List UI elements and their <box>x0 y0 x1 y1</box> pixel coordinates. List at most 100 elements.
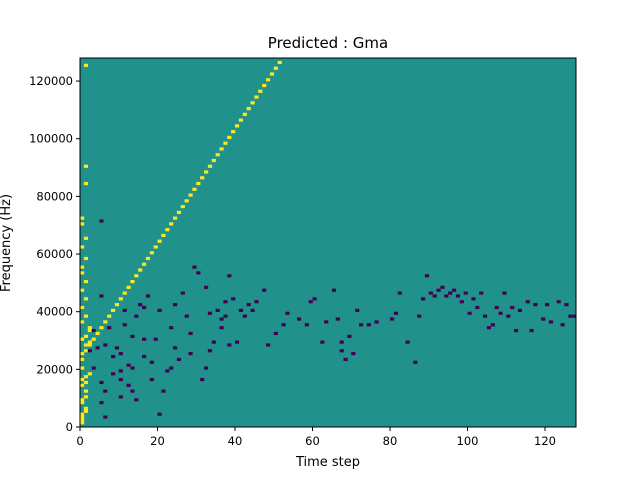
heatmap-cell <box>235 340 240 344</box>
heatmap-cell <box>180 291 185 295</box>
heatmap-cell <box>440 285 445 289</box>
heatmap-cell <box>83 297 89 301</box>
heatmap-cell <box>471 297 476 301</box>
heatmap-cell <box>130 366 135 370</box>
heatmap-cell <box>80 366 85 370</box>
heatmap-cell <box>153 337 158 341</box>
heatmap-cell <box>111 354 116 359</box>
heatmap-cell <box>219 147 224 151</box>
heatmap-cell <box>204 366 209 370</box>
heatmap-cell <box>463 291 468 295</box>
heatmap-cell <box>517 308 523 312</box>
y-tick-label: 80000 <box>36 189 73 203</box>
heatmap-cell <box>83 409 89 413</box>
heatmap-cell <box>99 326 104 330</box>
heatmap-cell <box>351 352 356 356</box>
heatmap-cell <box>393 311 399 315</box>
heatmap-cell <box>235 124 240 128</box>
heatmap-cell <box>169 222 174 226</box>
y-tick-label: 60000 <box>36 247 73 261</box>
heatmap-cell <box>176 357 182 361</box>
heatmap-cell <box>211 340 216 344</box>
heatmap-cell <box>80 357 85 361</box>
heatmap-cell <box>126 285 131 289</box>
heatmap-cell <box>320 340 325 344</box>
y-tick-label: 0 <box>66 420 73 434</box>
heatmap-cell <box>149 377 154 382</box>
heatmap-cell <box>506 314 511 318</box>
heatmap-cell <box>83 63 89 67</box>
heatmap-cell <box>227 343 232 347</box>
heatmap-cell <box>126 363 131 367</box>
heatmap-cell <box>103 343 108 347</box>
heatmap-cell <box>219 317 224 321</box>
heatmap-cell <box>432 294 437 298</box>
heatmap-cell <box>200 176 205 180</box>
heatmap-cell <box>87 343 92 347</box>
y-axis-label: Frequency (Hz) <box>0 194 14 292</box>
heatmap-cell <box>238 308 244 312</box>
heatmap-cell <box>83 314 89 318</box>
heatmap-cell <box>87 328 92 333</box>
heatmap-cell <box>80 377 85 382</box>
heatmap-cell <box>196 271 201 275</box>
heatmap-cell <box>134 398 139 402</box>
heatmap-cell <box>545 303 550 307</box>
heatmap-cell <box>80 415 85 419</box>
heatmap-cell <box>83 256 89 261</box>
heatmap-cell <box>188 193 193 197</box>
heatmap-cell <box>324 320 329 324</box>
heatmap-cell <box>572 314 577 318</box>
heatmap-cell <box>215 153 220 157</box>
heatmap-cell <box>242 112 247 116</box>
y-tick-label: 100000 <box>29 132 73 146</box>
heatmap-cell <box>428 291 433 295</box>
heatmap-cell <box>273 66 278 70</box>
heatmap-cell <box>246 107 251 111</box>
heatmap-cell <box>281 323 286 327</box>
heatmap-cell <box>80 216 85 220</box>
heatmap-cell <box>204 285 209 289</box>
heatmap-cell <box>91 328 96 333</box>
heatmap-cell <box>424 274 430 278</box>
heatmap-cell <box>207 311 213 315</box>
heatmap-cell <box>173 346 178 350</box>
heatmap-cell <box>99 219 104 223</box>
heatmap-cell <box>227 135 232 140</box>
heatmap-cell <box>145 256 151 261</box>
heatmap-cell <box>114 346 120 350</box>
heatmap-cell <box>297 317 302 321</box>
x-tick-label: 0 <box>76 434 83 448</box>
plot-area <box>79 57 577 428</box>
heatmap-cells <box>80 60 577 425</box>
heatmap-cell <box>80 337 85 341</box>
x-tick-label: 80 <box>383 434 398 448</box>
heatmap-cell <box>397 291 402 295</box>
heatmap-cell <box>231 130 236 134</box>
x-tick-label: 40 <box>228 434 243 448</box>
heatmap-cell <box>87 349 92 353</box>
heatmap-cell <box>130 279 135 284</box>
heatmap-cell <box>564 303 569 307</box>
x-axis-ticks: 0 20 40 60 80 100 120 <box>76 427 556 448</box>
heatmap-cell <box>359 323 364 327</box>
heatmap-cell <box>157 239 162 243</box>
heatmap-cell <box>180 205 185 209</box>
heatmap-cell <box>99 401 104 405</box>
heatmap-cell <box>250 101 255 105</box>
heatmap-cell <box>347 334 352 338</box>
heatmap-cell <box>188 331 193 336</box>
heatmap-cell <box>118 377 123 382</box>
heatmap-cell <box>452 288 457 292</box>
heatmap-cell <box>80 245 85 249</box>
heatmap-cell <box>83 349 89 353</box>
heatmap-cell <box>99 380 104 385</box>
heatmap-cell <box>483 314 488 318</box>
heatmap-cell <box>444 294 449 298</box>
heatmap-cell <box>192 187 197 191</box>
heatmap-cell <box>145 294 151 298</box>
heatmap-cell <box>490 323 495 327</box>
heatmap-cell <box>111 372 116 376</box>
heatmap-cell <box>207 164 213 168</box>
y-tick-label: 40000 <box>36 305 73 319</box>
